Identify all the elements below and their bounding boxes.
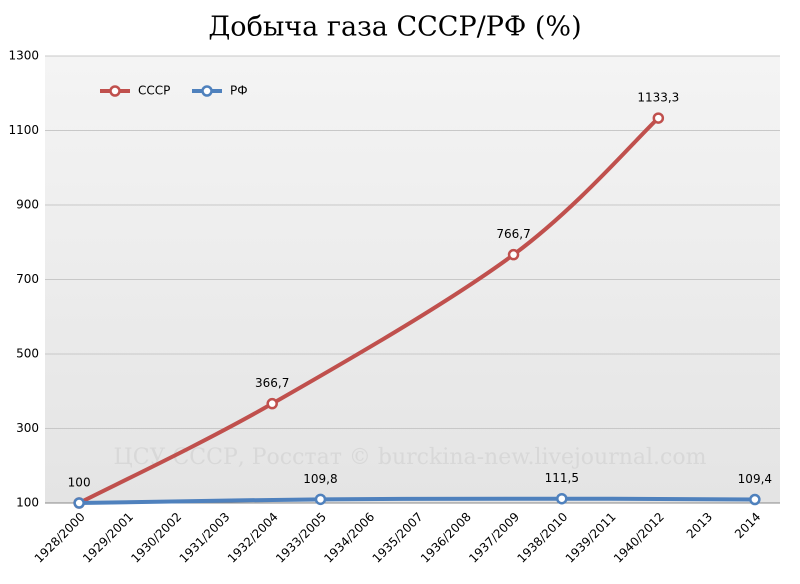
x-tick-label: 1940/2012: [611, 510, 667, 566]
point-marker: [507, 248, 520, 261]
x-tick-label: 1929/2001: [80, 510, 136, 566]
data-label: 100: [68, 476, 91, 490]
x-tick-label: 1935/2007: [370, 510, 426, 566]
x-tick-label: 1931/2003: [177, 510, 233, 566]
x-tick-label: 1930/2002: [128, 510, 184, 566]
y-tick-label: 1100: [8, 123, 39, 137]
point-marker: [556, 492, 568, 505]
x-tick-label: 1937/2009: [466, 510, 522, 566]
y-tick-label: 900: [16, 198, 39, 212]
point-marker: [314, 493, 327, 506]
chart-title: Добыча газа СССР/РФ (%): [208, 12, 581, 43]
legend-marker: [109, 85, 121, 97]
point-marker: [652, 112, 665, 124]
data-label: 1133,3: [637, 91, 679, 105]
x-tick-label: 1934/2006: [321, 510, 377, 566]
watermark: ЦСУ СССР, Росстат © burckina-new.livejou…: [114, 445, 707, 470]
y-tick-label: 100: [16, 496, 39, 510]
x-tick-label: 1932/2004: [225, 510, 281, 566]
series-line: [77, 116, 661, 505]
y-tick-label: 300: [16, 421, 39, 435]
point-marker: [266, 397, 278, 410]
x-tick-label: 2013: [684, 510, 715, 541]
x-tick-label: 1936/2008: [418, 510, 474, 566]
x-tick-label: 1933/2005: [273, 510, 329, 566]
y-tick-label: 500: [16, 347, 39, 361]
point-marker: [749, 493, 761, 506]
y-tick-label: 700: [16, 272, 39, 286]
legend-label: РФ: [230, 84, 248, 98]
legend-label: СССР: [138, 84, 170, 98]
data-label: 109,4: [738, 472, 772, 486]
data-label: 109,8: [303, 472, 337, 486]
series-line: [77, 496, 757, 505]
y-tick-label: 1300: [8, 49, 39, 63]
data-label: 111,5: [545, 471, 579, 485]
data-label: 766,7: [496, 227, 530, 241]
x-tick-label: 1939/2011: [563, 510, 619, 566]
point-marker: [73, 497, 85, 509]
x-tick-label: 1938/2010: [514, 510, 570, 566]
legend-marker: [201, 85, 213, 97]
x-tick-label: 1928/2000: [32, 510, 88, 566]
x-tick-label: 2014: [732, 510, 763, 541]
data-label: 366,7: [255, 376, 289, 390]
